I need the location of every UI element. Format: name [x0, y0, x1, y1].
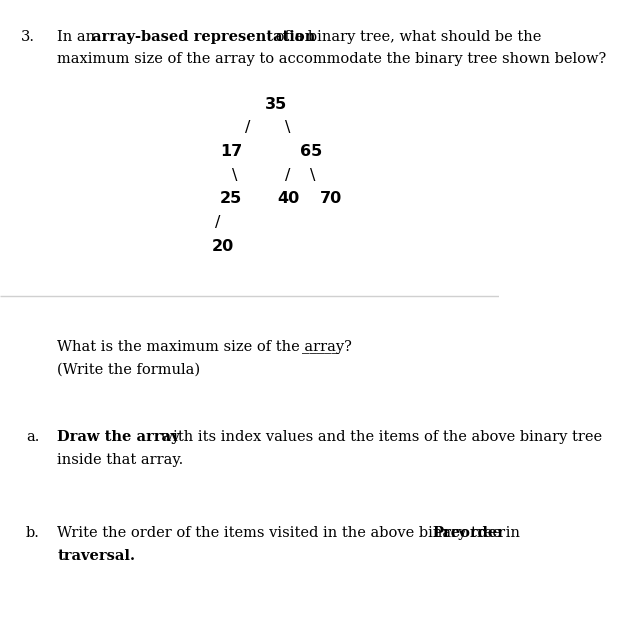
- Text: 35: 35: [265, 97, 287, 112]
- Text: 20: 20: [212, 239, 234, 254]
- Text: 3.: 3.: [21, 30, 35, 44]
- Text: b.: b.: [26, 526, 40, 540]
- Text: _____: _____: [302, 340, 338, 353]
- Text: Write the order of the items visited in the above binary tree in: Write the order of the items visited in …: [57, 526, 525, 540]
- Text: Preorder: Preorder: [433, 526, 506, 540]
- Text: 40: 40: [277, 191, 299, 206]
- Text: (Write the formula): (Write the formula): [57, 363, 200, 376]
- Text: 65: 65: [300, 144, 322, 159]
- Text: 70: 70: [320, 191, 342, 206]
- Text: with its index values and the items of the above binary tree: with its index values and the items of t…: [156, 430, 602, 444]
- Text: What is the maximum size of the array?: What is the maximum size of the array?: [57, 340, 361, 353]
- Text: inside that array.: inside that array.: [57, 453, 183, 467]
- Text: /: /: [215, 215, 220, 230]
- Text: /: /: [244, 120, 250, 135]
- Text: \: \: [232, 168, 238, 183]
- Text: of a binary tree, what should be the: of a binary tree, what should be the: [271, 30, 541, 44]
- Text: a.: a.: [26, 430, 39, 444]
- Text: 25: 25: [220, 191, 242, 206]
- Text: Draw the array: Draw the array: [57, 430, 180, 444]
- Text: 17: 17: [220, 144, 242, 159]
- Text: In an: In an: [57, 30, 100, 44]
- Text: \: \: [285, 120, 290, 135]
- Text: array-based representation: array-based representation: [92, 30, 315, 44]
- Text: maximum size of the array to accommodate the binary tree shown below?: maximum size of the array to accommodate…: [57, 52, 606, 66]
- Text: /: /: [285, 168, 290, 183]
- Text: traversal.: traversal.: [57, 549, 136, 563]
- Text: \: \: [310, 168, 315, 183]
